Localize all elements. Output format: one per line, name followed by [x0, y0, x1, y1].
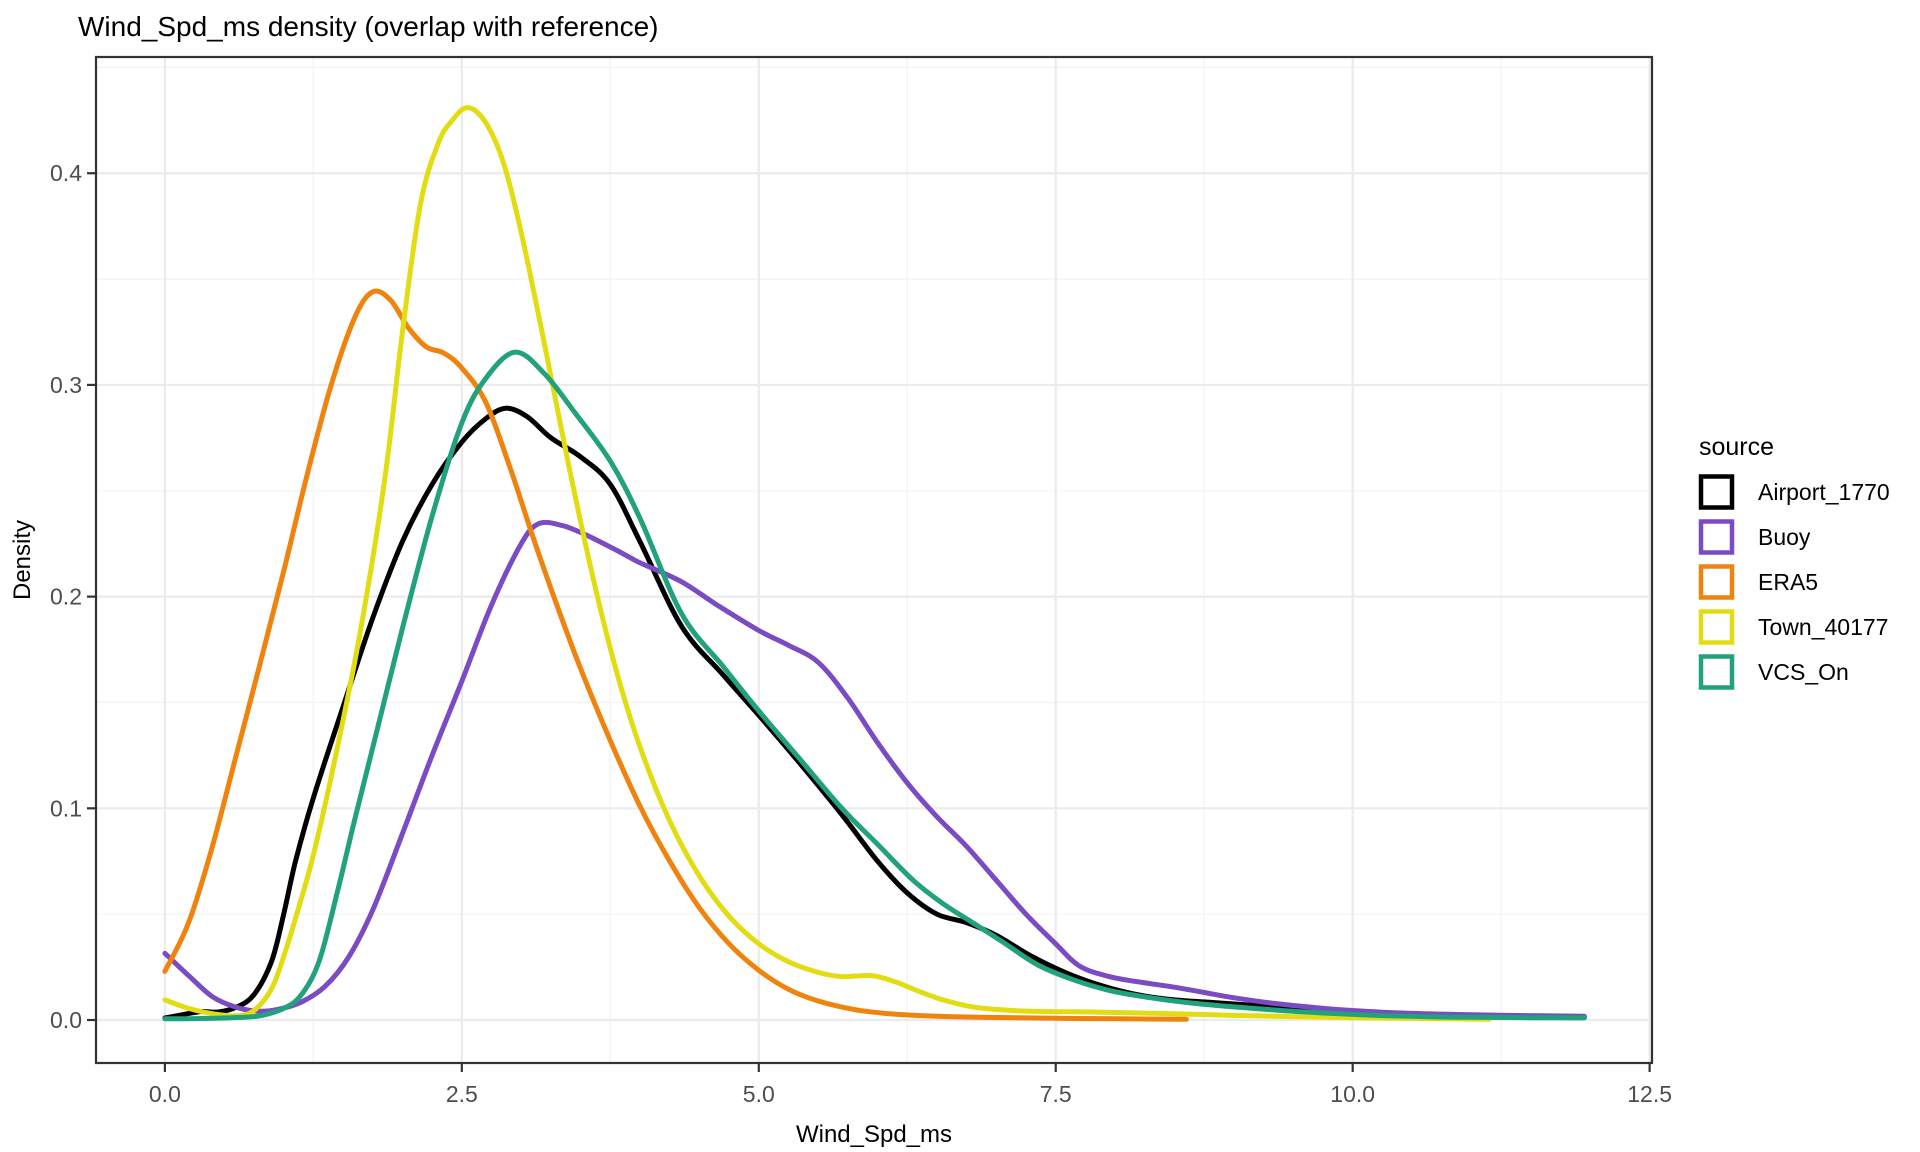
legend-label-era5: ERA5: [1758, 569, 1818, 595]
legend-key-town_40177: [1698, 609, 1735, 645]
y-tick-label: 0.4: [50, 160, 82, 186]
curve-town_40177: [162, 105, 1492, 1022]
legend-label-buoy: Buoy: [1758, 524, 1811, 550]
y-tick-label: 0.2: [50, 584, 82, 610]
legend-key-vcs_on: [1698, 654, 1735, 690]
curve-buoy: [162, 519, 1587, 1019]
legend-label-airport_1770: Airport_1770: [1758, 479, 1890, 505]
axes: 0.0 2.5 5.0 7.5 10.0 12.5 0.0 0.1 0.2 0.3 0.4: [50, 160, 1672, 1107]
legend: source Airport_1770 Buoy ERA5 Town_40177 VCS…: [1698, 433, 1890, 690]
x-axis-title: Wind_Spd_ms: [796, 1121, 952, 1148]
y-axis-title: Density: [9, 520, 36, 600]
x-tick-label: 12.5: [1627, 1081, 1672, 1107]
grid-lines: [96, 57, 1652, 1063]
legend-label-vcs_on: VCS_On: [1758, 659, 1849, 685]
legend-title: source: [1699, 433, 1774, 461]
panel-border: [94, 55, 1654, 1065]
legend-label-town_40177: Town_40177: [1758, 614, 1888, 640]
x-tick-label: 0.0: [149, 1081, 181, 1107]
x-tick-label: 5.0: [743, 1081, 775, 1107]
panel-background: [96, 57, 1652, 1063]
density-curves: [162, 105, 1587, 1022]
curve-era5: [162, 288, 1189, 1022]
legend-key-buoy: [1698, 519, 1735, 555]
x-tick-label: 10.0: [1330, 1081, 1375, 1107]
y-tick-label: 0.0: [50, 1007, 82, 1033]
x-tick-label: 2.5: [446, 1081, 478, 1107]
panel-frame: [94, 55, 1654, 1065]
y-tick-label: 0.1: [50, 795, 82, 821]
legend-key-era5: [1698, 564, 1735, 600]
y-tick-label: 0.3: [50, 372, 82, 398]
plot-title: Wind_Spd_ms density (overlap with refere…: [78, 11, 658, 42]
x-tick-label: 7.5: [1040, 1081, 1072, 1107]
curve-vcs_on: [162, 349, 1587, 1022]
legend-key-airport_1770: [1698, 474, 1735, 510]
panel: [96, 57, 1652, 1063]
